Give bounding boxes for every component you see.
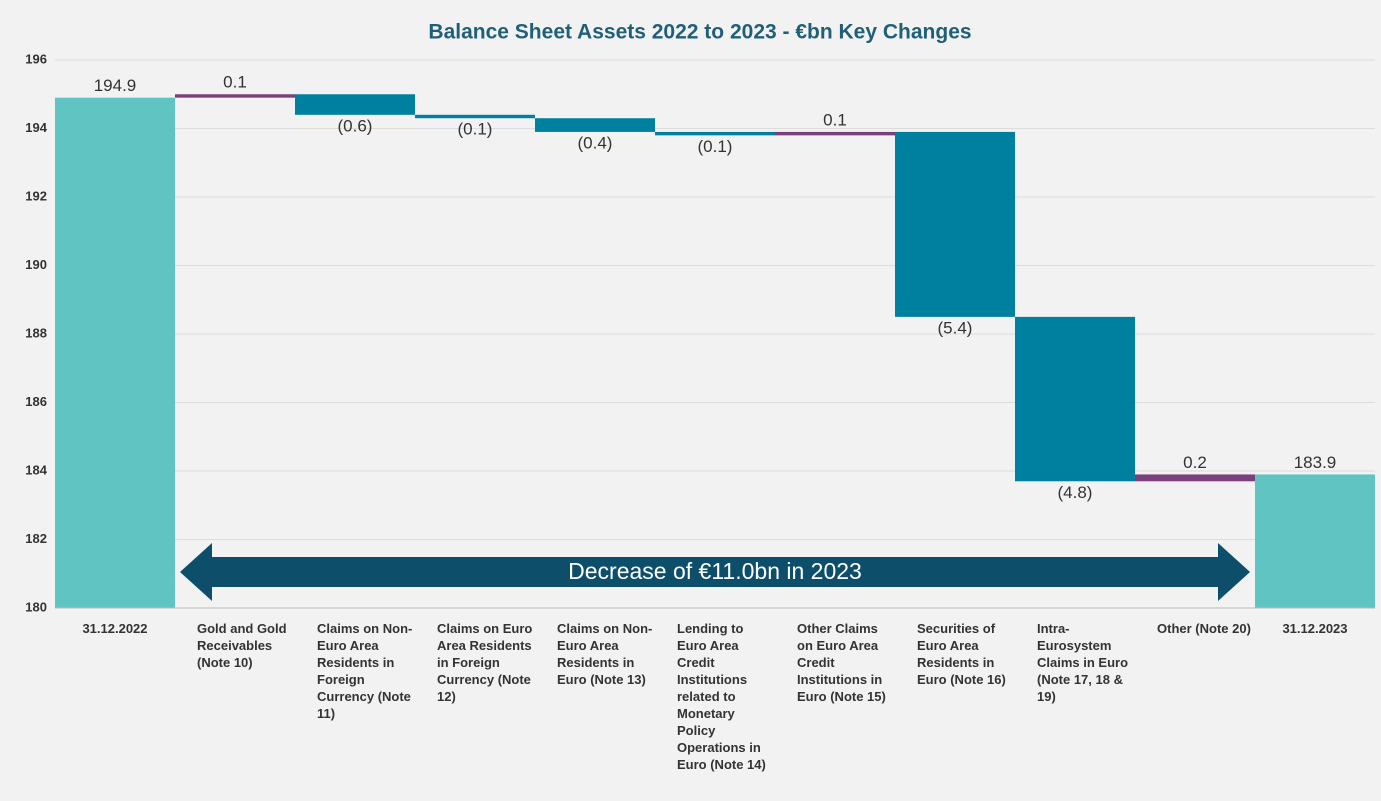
x-tick-label: Other (Note 20) bbox=[1157, 621, 1251, 636]
value-label: (0.6) bbox=[338, 116, 373, 135]
bar bbox=[535, 118, 655, 132]
y-tick-label: 196 bbox=[25, 51, 47, 66]
y-tick-label: 182 bbox=[25, 531, 47, 546]
x-tick-label: Intra-Eurosystem Claims in Euro (Note 17… bbox=[1037, 621, 1129, 704]
value-label: 0.2 bbox=[1183, 453, 1207, 472]
value-label: (4.8) bbox=[1058, 483, 1093, 502]
bar bbox=[295, 94, 415, 115]
x-tick-label: Lending to Euro Area Credit Institutions… bbox=[677, 621, 766, 772]
value-label: 194.9 bbox=[94, 76, 137, 95]
y-tick-label: 190 bbox=[25, 257, 47, 272]
y-tick-label: 180 bbox=[25, 599, 47, 614]
y-tick-label: 186 bbox=[25, 394, 47, 409]
value-label: 183.9 bbox=[1294, 453, 1337, 472]
y-tick-label: 192 bbox=[25, 188, 47, 203]
x-tick-label: 31.12.2023 bbox=[1282, 621, 1348, 636]
value-label: (0.1) bbox=[698, 137, 733, 156]
bar bbox=[55, 97, 175, 609]
annotation: Decrease of €11.0bn in 2023 bbox=[568, 558, 862, 584]
x-tick-label: Claims on Non-Euro Area Residents in Eur… bbox=[557, 621, 653, 687]
y-tick-label: 194 bbox=[25, 120, 47, 135]
x-tick-label: Other Claims on Euro Area Credit Institu… bbox=[797, 621, 886, 704]
x-tick-label: 31.12.2022 bbox=[82, 621, 148, 636]
x-tick-label: Securities of Euro Area Residents in Eur… bbox=[917, 621, 1006, 687]
double-arrow bbox=[180, 543, 1250, 601]
x-tick-label: Claims on Euro Area Residents in Foreign… bbox=[437, 621, 533, 704]
bar bbox=[655, 131, 775, 136]
value-label: (5.4) bbox=[938, 318, 973, 337]
x-tick-label: Claims on Non-Euro Area Residents in For… bbox=[317, 621, 413, 721]
bar bbox=[895, 131, 1015, 317]
chart-title: Balance Sheet Assets 2022 to 2023 - €bn … bbox=[428, 21, 971, 44]
bar bbox=[1255, 474, 1375, 608]
y-tick-label: 184 bbox=[25, 462, 47, 477]
bar bbox=[175, 94, 295, 98]
value-label: 0.1 bbox=[223, 73, 247, 92]
value-label: (0.4) bbox=[578, 133, 613, 152]
bar bbox=[775, 131, 895, 136]
x-tick-label: Gold and Gold Receivables (Note 10) bbox=[197, 621, 287, 670]
value-label: (0.1) bbox=[458, 120, 493, 139]
bar bbox=[1015, 316, 1135, 482]
bar bbox=[415, 114, 535, 119]
y-tick-label: 188 bbox=[25, 325, 47, 340]
value-label: 0.1 bbox=[823, 110, 847, 129]
bar bbox=[1135, 474, 1255, 482]
